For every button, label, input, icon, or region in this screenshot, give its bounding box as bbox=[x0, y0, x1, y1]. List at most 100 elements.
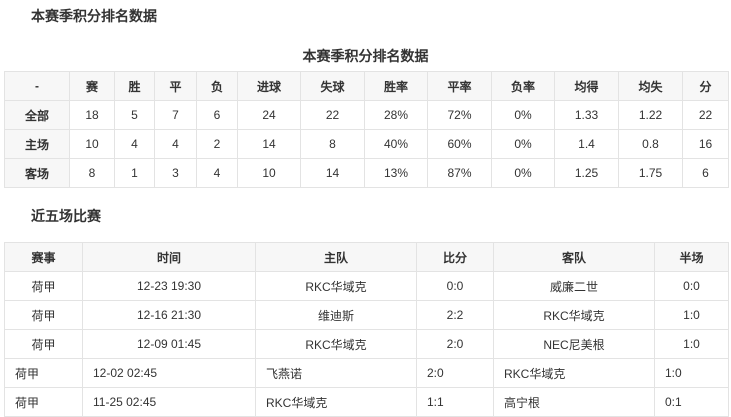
table-cell: 87% bbox=[427, 158, 492, 188]
table-cell: 10 bbox=[69, 129, 115, 159]
table-cell: 14 bbox=[300, 158, 365, 188]
table-cell: 2:0 bbox=[416, 329, 494, 359]
table-cell: 1:0 bbox=[654, 300, 729, 330]
table-cell: 1:0 bbox=[654, 358, 729, 388]
column-header: 负率 bbox=[491, 71, 555, 101]
table-cell: 1.22 bbox=[618, 100, 683, 130]
table-cell: 12-09 01:45 bbox=[82, 329, 256, 359]
row-label: 全部 bbox=[4, 100, 70, 130]
table-cell: 0:0 bbox=[654, 271, 729, 301]
page-heading: 本赛季积分排名数据 bbox=[31, 8, 157, 24]
table-cell: 22 bbox=[682, 100, 729, 130]
table-cell: 12-23 19:30 bbox=[82, 271, 256, 301]
table-cell: 0% bbox=[491, 158, 555, 188]
column-header: 负 bbox=[196, 71, 238, 101]
table-cell: RKC华域克 bbox=[255, 329, 417, 359]
table-cell: 飞燕诺 bbox=[255, 358, 417, 388]
row-label: 主场 bbox=[4, 129, 70, 159]
table-cell: 12-16 21:30 bbox=[82, 300, 256, 330]
table-cell: 0:0 bbox=[416, 271, 494, 301]
table-cell: 1:0 bbox=[654, 329, 729, 359]
standings-table: - 赛胜平负进球 失球 胜率 平率 负率 均得 均失分全部 18 5 7 6 24 22 28% 72% 0% 1… bbox=[4, 71, 729, 188]
table-cell: RKC华域克 bbox=[493, 300, 655, 330]
row-label: 客场 bbox=[4, 158, 70, 188]
table-cell: RKC华域克 bbox=[255, 387, 417, 417]
standings-title: 本赛季积分排名数据 bbox=[302, 48, 429, 64]
table-cell: 13% bbox=[364, 158, 428, 188]
table-cell: 1.75 bbox=[618, 158, 683, 188]
table-cell: 11-25 02:45 bbox=[82, 387, 256, 417]
table-cell: 18 bbox=[69, 100, 115, 130]
column-header: 胜率 bbox=[364, 71, 428, 101]
table-cell: 高宁根 bbox=[493, 387, 655, 417]
column-header: 赛 bbox=[69, 71, 115, 101]
column-header: 胜 bbox=[114, 71, 155, 101]
table-cell: 12-02 02:45 bbox=[82, 358, 256, 388]
column-header: 进球 bbox=[237, 71, 301, 101]
table-cell: 6 bbox=[196, 100, 238, 130]
table-cell: 5 bbox=[114, 100, 155, 130]
column-header: - bbox=[4, 71, 70, 101]
recent-matches-heading: 近五场比赛 bbox=[31, 208, 101, 224]
table-cell: 40% bbox=[364, 129, 428, 159]
table-cell: 3 bbox=[154, 158, 197, 188]
table-cell: 荷甲 bbox=[4, 358, 83, 388]
table-row: 全部 18 5 7 6 24 22 28% 72% 0% 1.33 1.22 22 bbox=[4, 100, 729, 130]
table-cell: 2:0 bbox=[416, 358, 494, 388]
column-header: 分 bbox=[682, 71, 729, 101]
column-header: 平率 bbox=[427, 71, 492, 101]
table-row: 客场 8 1 3 4 10 14 13% 87% 0% 1.25 1.75 6 bbox=[4, 158, 729, 188]
recent-matches-table: 赛事 时间 主队 比分 客队 半场 荷甲 12-23 19:30 RKC华域克 0:0 威廉二世 0:… bbox=[4, 242, 729, 417]
table-cell: 4 bbox=[154, 129, 197, 159]
table-cell: 1:1 bbox=[416, 387, 494, 417]
table-row: 荷甲 11-25 02:45 RKC华域克 1:1 高宁根 0:1 bbox=[4, 387, 729, 417]
table-cell: 8 bbox=[300, 129, 365, 159]
table-cell: 0.8 bbox=[618, 129, 683, 159]
table-cell: 1.4 bbox=[554, 129, 619, 159]
table-cell: 60% bbox=[427, 129, 492, 159]
column-header: 平 bbox=[154, 71, 197, 101]
column-header: 时间 bbox=[82, 242, 256, 272]
table-cell: 7 bbox=[154, 100, 197, 130]
table-row: 荷甲 12-23 19:30 RKC华域克 0:0 威廉二世 0:0 bbox=[4, 271, 729, 301]
table-row: 主场 10 4 4 2 14 8 40% 60% 0% 1.4 0.8 16 bbox=[4, 129, 729, 159]
column-header: 客队 bbox=[493, 242, 655, 272]
column-header: 均得 bbox=[554, 71, 619, 101]
table-cell: 2:2 bbox=[416, 300, 494, 330]
column-header: 比分 bbox=[416, 242, 494, 272]
table-cell: RKC华域克 bbox=[255, 271, 417, 301]
header-row: 赛事 时间 主队 比分 客队 半场 bbox=[4, 242, 729, 272]
table-cell: 4 bbox=[114, 129, 155, 159]
table-row: 荷甲 12-16 21:30 维迪斯 2:2 RKC华域克 1:0 bbox=[4, 300, 729, 330]
table-cell: 28% bbox=[364, 100, 428, 130]
table-cell: 10 bbox=[237, 158, 301, 188]
table-cell: 6 bbox=[682, 158, 729, 188]
table-cell: 维迪斯 bbox=[255, 300, 417, 330]
table-cell: 1.33 bbox=[554, 100, 619, 130]
table-cell: 14 bbox=[237, 129, 301, 159]
column-header: 赛事 bbox=[4, 242, 83, 272]
table-cell: 1 bbox=[114, 158, 155, 188]
table-cell: 22 bbox=[300, 100, 365, 130]
table-cell: NEC尼美根 bbox=[493, 329, 655, 359]
header-row: - 赛胜平负进球 失球 胜率 平率 负率 均得 均失分 bbox=[4, 71, 729, 101]
table-cell: 0:1 bbox=[654, 387, 729, 417]
table-cell: 荷甲 bbox=[4, 271, 83, 301]
column-header: 均失 bbox=[618, 71, 683, 101]
table-row: 荷甲 12-02 02:45 飞燕诺 2:0 RKC华域克 1:0 bbox=[4, 358, 729, 388]
table-cell: 1.25 bbox=[554, 158, 619, 188]
table-cell: 16 bbox=[682, 129, 729, 159]
table-cell: 72% bbox=[427, 100, 492, 130]
table-cell: 荷甲 bbox=[4, 300, 83, 330]
table-cell: 4 bbox=[196, 158, 238, 188]
table-cell: 荷甲 bbox=[4, 329, 83, 359]
table-cell: 威廉二世 bbox=[493, 271, 655, 301]
table-cell: 0% bbox=[491, 129, 555, 159]
table-cell: 2 bbox=[196, 129, 238, 159]
column-header: 半场 bbox=[654, 242, 729, 272]
table-cell: 荷甲 bbox=[4, 387, 83, 417]
column-header: 主队 bbox=[255, 242, 417, 272]
table-cell: 8 bbox=[69, 158, 115, 188]
table-cell: 24 bbox=[237, 100, 301, 130]
table-cell: 0% bbox=[491, 100, 555, 130]
